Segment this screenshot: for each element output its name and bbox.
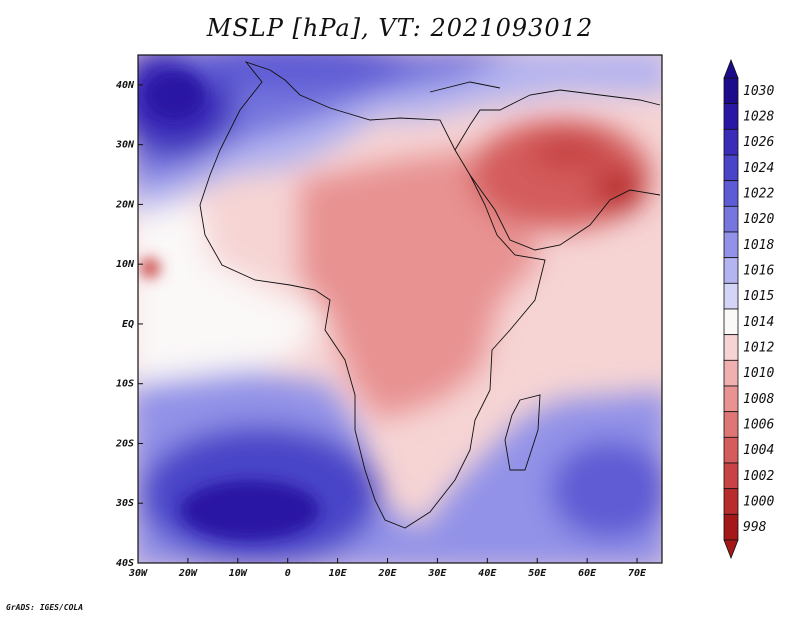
colorbar-swatch xyxy=(723,488,739,515)
colorbar-label: 998 xyxy=(743,520,767,535)
y-tick-label: 20N xyxy=(115,199,135,210)
map-frame xyxy=(137,54,663,564)
y-tick-label: 10N xyxy=(116,259,135,270)
x-tick-label: 0 xyxy=(285,568,291,579)
colorbar-swatch xyxy=(723,411,739,438)
y-tick-label: 40S xyxy=(116,558,134,569)
colorbar-label: 1030 xyxy=(743,84,774,99)
y-tick-label: EQ xyxy=(122,319,134,330)
colorbar-swatch xyxy=(723,205,739,233)
x-tick-label: 20W xyxy=(178,568,198,579)
map-title: MSLP [hPa], VT: 2021093012 xyxy=(206,14,594,42)
x-axis: 30W 20W 10W 0 10E 20E 30E 40E 50E 60E 70E xyxy=(128,558,647,579)
x-tick-label: 50E xyxy=(528,568,547,579)
colorbar-swatch xyxy=(723,77,739,105)
colorbar-label: 1020 xyxy=(743,212,774,227)
colorbar-swatch xyxy=(723,385,739,413)
colorbar-label: 1012 xyxy=(743,341,774,356)
colorbar-label: 1022 xyxy=(743,187,774,202)
coastlines xyxy=(199,61,661,529)
colorbar: 1030 1028 1026 1024 1022 1020 1018 1016 1015 1014… xyxy=(723,58,774,560)
colorbar-label: 1002 xyxy=(743,469,774,484)
colorbar-swatch xyxy=(723,231,739,259)
x-tick-label: 10W xyxy=(229,568,248,579)
y-axis: 40N 30N 20N 10N EQ 10S 20S 30S 40S xyxy=(115,80,143,569)
x-tick-label: 40E xyxy=(478,568,497,579)
colorbar-label: 1024 xyxy=(743,161,774,176)
colorbar-swatch xyxy=(723,513,739,541)
grads-credit: GrADS: IGES/COLA xyxy=(6,603,84,612)
colorbar-label: 1008 xyxy=(743,392,774,407)
colorbar-swatch xyxy=(723,103,739,130)
colorbar-swatch xyxy=(723,180,739,207)
colorbar-label: 1006 xyxy=(743,418,774,433)
y-tick-label: 20S xyxy=(115,438,134,449)
colorbar-swatch xyxy=(723,282,739,310)
y-tick-label: 30S xyxy=(115,498,134,509)
colorbar-label: 1004 xyxy=(743,443,774,458)
colorbar-swatch xyxy=(723,257,739,284)
colorbar-label: 1010 xyxy=(743,366,774,381)
y-tick-label: 30N xyxy=(115,140,135,151)
x-tick-label: 70E xyxy=(628,568,647,579)
x-tick-label: 10E xyxy=(329,568,348,579)
colorbar-swatch xyxy=(723,154,739,182)
colorbar-swatch xyxy=(723,359,739,387)
colorbar-label: 1000 xyxy=(743,495,774,510)
x-tick-label: 30E xyxy=(427,568,447,579)
pressure-field xyxy=(138,55,662,563)
y-tick-label: 10S xyxy=(116,379,134,390)
x-tick-label: 30W xyxy=(128,568,148,579)
colorbar-max-arrow xyxy=(723,58,739,79)
colorbar-swatch xyxy=(723,462,739,490)
colorbar-label: 1014 xyxy=(743,315,774,330)
colorbar-swatch xyxy=(723,436,739,464)
y-tick-label: 40N xyxy=(116,80,135,91)
colorbar-label: 1015 xyxy=(743,289,774,304)
x-tick-label: 20E xyxy=(377,568,397,579)
x-tick-label: 60E xyxy=(578,568,597,579)
colorbar-swatch xyxy=(723,128,739,156)
colorbar-min-arrow xyxy=(723,539,739,560)
colorbar-swatch xyxy=(723,308,739,336)
colorbar-label: 1028 xyxy=(743,110,774,125)
colorbar-swatch xyxy=(723,334,739,361)
colorbar-label: 1026 xyxy=(743,135,774,150)
colorbar-label: 1016 xyxy=(743,264,774,279)
colorbar-label: 1018 xyxy=(743,238,774,253)
